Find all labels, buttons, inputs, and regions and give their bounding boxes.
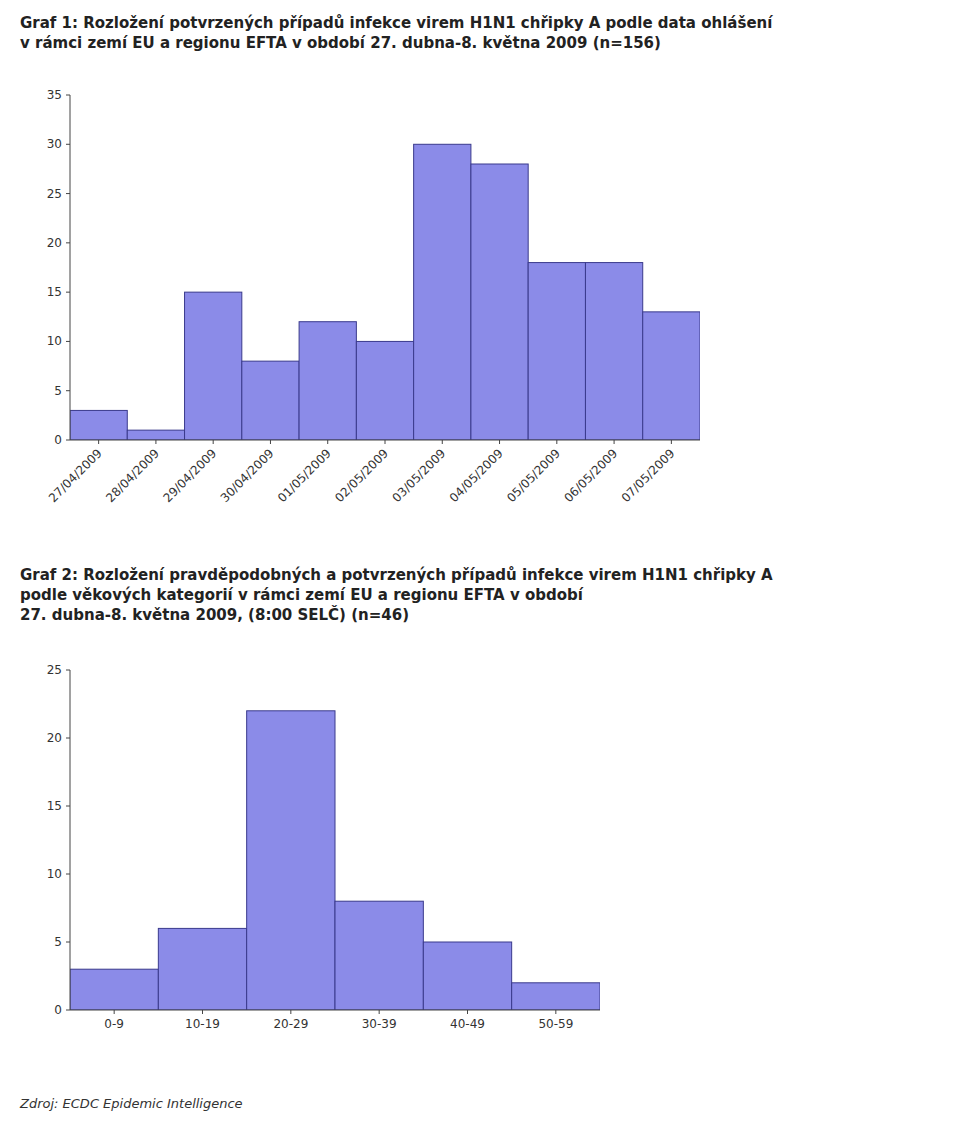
y-tick-label: 35 bbox=[47, 88, 62, 102]
x-tick bbox=[499, 440, 500, 444]
bar bbox=[242, 361, 299, 440]
x-tick bbox=[555, 1010, 556, 1014]
x-tick bbox=[290, 1010, 291, 1014]
y-tick-label: 30 bbox=[47, 137, 62, 151]
y-tick-label: 10 bbox=[47, 334, 62, 348]
y-tick bbox=[66, 95, 70, 96]
bar bbox=[299, 322, 356, 440]
source-note: Zdroj: ECDC Epidemic Intelligence bbox=[19, 1096, 243, 1111]
bar bbox=[70, 969, 158, 1010]
bar bbox=[356, 341, 413, 440]
y-tick bbox=[66, 1010, 70, 1011]
x-tick bbox=[556, 440, 557, 444]
x-tick-label: 05/05/2009 bbox=[504, 446, 563, 505]
y-tick-label: 0 bbox=[54, 1003, 62, 1017]
x-tick bbox=[327, 440, 328, 444]
bar bbox=[70, 410, 127, 440]
x-tick bbox=[114, 1010, 115, 1014]
x-tick-label: 10-19 bbox=[185, 1017, 220, 1031]
chart: Graf 2: Rozložení pravděpodobných a potv… bbox=[19, 566, 773, 1111]
x-tick-label: 07/05/2009 bbox=[619, 446, 678, 505]
bars bbox=[70, 144, 700, 440]
x-tick bbox=[379, 1010, 380, 1014]
x-tick bbox=[442, 440, 443, 444]
y-tick bbox=[66, 670, 70, 671]
bar bbox=[127, 430, 184, 440]
x-tick-label: 27/04/2009 bbox=[46, 446, 105, 505]
x-tick-label: 30/04/2009 bbox=[218, 446, 277, 505]
chart: Graf 1: Rozložení potvrzených případů in… bbox=[20, 14, 773, 505]
x-tick-label: 50-59 bbox=[538, 1017, 573, 1031]
y-axis-line bbox=[70, 95, 71, 440]
y-tick bbox=[66, 440, 70, 441]
y-tick-label: 5 bbox=[54, 384, 62, 398]
y-tick-label: 25 bbox=[47, 187, 62, 201]
x-tick-label: 01/05/2009 bbox=[275, 446, 334, 505]
y-tick bbox=[66, 942, 70, 943]
bar bbox=[414, 144, 471, 440]
bar bbox=[247, 711, 335, 1010]
y-tick bbox=[66, 390, 70, 391]
y-tick bbox=[66, 193, 70, 194]
x-tick bbox=[467, 1010, 468, 1014]
bar bbox=[643, 312, 700, 440]
y-tick-label: 25 bbox=[47, 663, 62, 677]
x-tick-label: 03/05/2009 bbox=[390, 446, 449, 505]
bar bbox=[335, 901, 423, 1010]
bar bbox=[423, 942, 511, 1010]
y-tick bbox=[66, 292, 70, 293]
x-tick-label: 04/05/2009 bbox=[447, 446, 506, 505]
bar bbox=[585, 263, 642, 440]
x-tick bbox=[155, 440, 156, 444]
y-tick-label: 10 bbox=[47, 867, 62, 881]
bar bbox=[158, 928, 246, 1010]
x-tick bbox=[202, 1010, 203, 1014]
figure: Graf 1: Rozložení potvrzených případů in… bbox=[0, 0, 960, 1138]
y-tick bbox=[66, 874, 70, 875]
y-tick-label: 15 bbox=[47, 285, 62, 299]
y-tick bbox=[66, 144, 70, 145]
y-tick-label: 20 bbox=[47, 731, 62, 745]
x-tick bbox=[385, 440, 386, 444]
bar bbox=[471, 164, 528, 440]
y-tick-label: 0 bbox=[54, 433, 62, 447]
x-tick-label: 06/05/2009 bbox=[561, 446, 620, 505]
y-tick-label: 15 bbox=[47, 799, 62, 813]
x-tick-label: 20-29 bbox=[273, 1017, 308, 1031]
bars bbox=[70, 711, 600, 1010]
x-tick bbox=[614, 440, 615, 444]
x-tick bbox=[213, 440, 214, 444]
x-axis-line bbox=[70, 1010, 600, 1011]
chart-title: Graf 1: Rozložení potvrzených případů in… bbox=[20, 14, 773, 52]
x-tick bbox=[270, 440, 271, 444]
x-tick-label: 0-9 bbox=[104, 1017, 124, 1031]
x-tick-label: 28/04/2009 bbox=[103, 446, 162, 505]
bar bbox=[512, 983, 600, 1010]
y-tick-label: 20 bbox=[47, 236, 62, 250]
x-tick bbox=[671, 440, 672, 444]
y-tick bbox=[66, 341, 70, 342]
x-tick-label: 02/05/2009 bbox=[332, 446, 391, 505]
y-tick-label: 5 bbox=[54, 935, 62, 949]
chart-title: Graf 2: Rozložení pravděpodobných a potv… bbox=[20, 566, 773, 624]
y-tick bbox=[66, 738, 70, 739]
bar bbox=[185, 292, 242, 440]
x-tick-label: 29/04/2009 bbox=[160, 446, 219, 505]
x-tick-label: 40-49 bbox=[450, 1017, 485, 1031]
x-tick bbox=[98, 440, 99, 444]
x-tick-label: 30-39 bbox=[362, 1017, 397, 1031]
y-axis-line bbox=[70, 670, 71, 1010]
y-tick bbox=[66, 806, 70, 807]
bar bbox=[528, 263, 585, 440]
y-tick bbox=[66, 242, 70, 243]
